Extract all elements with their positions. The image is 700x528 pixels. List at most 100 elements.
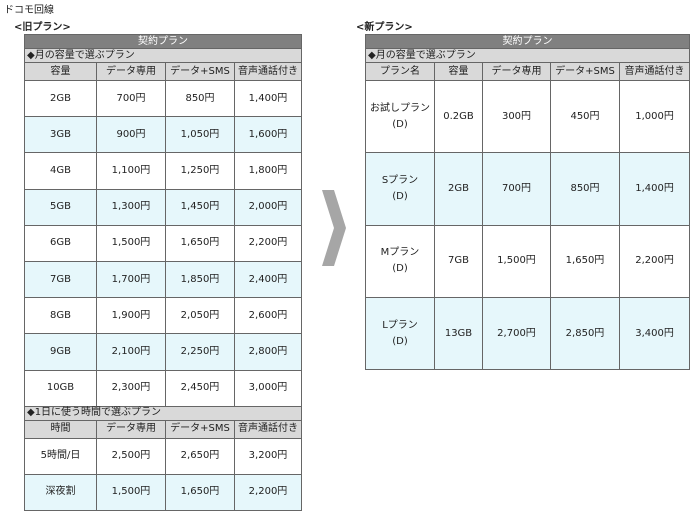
cell: 2,800円 [234,333,302,371]
cell: 1,650円 [165,224,235,262]
old-plan-label: <旧プラン> [14,22,71,33]
column-header: データ専用 [96,62,166,81]
new-plan-table: 契約プラン ◆月の容量で選ぶプラン プラン名 容量 データ専用 データ+SMS 音声通話付き… [364,34,691,371]
column-header: 音声通話付き [234,419,302,439]
cell: 700円 [482,152,551,226]
cell: 2,000円 [234,188,302,226]
cell: 1,300円 [96,188,166,226]
cell: Sプラン (D) [365,152,435,226]
cell: 1,650円 [550,224,620,298]
cell: 2GB [434,152,483,226]
cell: 0.2GB [434,79,483,154]
data-row: お試しプラン (D) 0.2GB 300円 450円 1,000円 [365,79,691,154]
cell: 1,500円 [96,224,166,262]
data-row: 8GB 1,900円 2,050円 2,600円 [24,297,302,335]
cell: お試しプラン (D) [365,79,435,154]
cell: 3GB [24,116,97,154]
cell: 2,300円 [96,369,166,407]
section-title: ◆1日に使う時間で選ぶプラン [24,405,302,421]
cell: 6GB [24,224,97,262]
column-header-row: 時間 データ専用 データ+SMS 音声通話付き [24,419,302,439]
cell: 2,500円 [96,437,166,475]
cell: 1,500円 [482,224,551,298]
cell: 900円 [96,116,166,154]
cell: 2,700円 [482,296,551,371]
data-row: 2GB 700円 850円 1,400円 [24,79,302,118]
data-row: 5GB 1,300円 1,450円 2,000円 [24,188,302,226]
cell: 8GB [24,297,97,335]
cell: 3,400円 [618,296,691,371]
data-row: 7GB 1,700円 1,850円 2,400円 [24,260,302,299]
new-plan-label: <新プラン> [356,22,413,33]
section-title: ◆月の容量で選ぶプラン [364,48,691,63]
table-body: 契約プラン ◆月の容量で選ぶプラン 容量 データ専用 データ+SMS 音声通話付き 2GB 7… [24,34,302,512]
arrow-shape [322,190,346,266]
cell: 13GB [434,296,483,371]
cell: 1,050円 [165,116,235,154]
cell-line: (D) [392,263,408,275]
column-header-row: 容量 データ専用 データ+SMS 音声通話付き [24,62,302,81]
cell: 10GB [24,369,97,407]
column-header: データ専用 [482,62,551,81]
cell: 1,900円 [96,297,166,335]
cell: 9GB [24,333,97,371]
section-row: ◆1日に使う時間で選ぶプラン [24,405,302,421]
column-header: 容量 [24,62,97,81]
data-row: 3GB 900円 1,050円 1,600円 [24,116,302,154]
data-row: 6GB 1,500円 1,650円 2,200円 [24,224,302,262]
cell-line: お試しプラン [370,102,430,114]
cell: 5GB [24,188,97,226]
old-plan-table: 契約プラン ◆月の容量で選ぶプラン 容量 データ専用 データ+SMS 音声通話付き 2GB 7… [24,34,302,512]
cell: Mプラン (D) [365,224,435,298]
cell-line: (D) [392,118,408,130]
cell: 深夜割 [24,473,97,512]
data-row: Sプラン (D) 2GB 700円 850円 1,400円 [365,152,691,226]
column-header: プラン名 [365,62,435,81]
data-row: Lプラン (D) 13GB 2,700円 2,850円 3,400円 [365,296,691,371]
header-row: 契約プラン [24,34,302,49]
arrow [322,190,346,266]
data-row: 10GB 2,300円 2,450円 3,000円 [24,369,302,407]
cell: 700円 [96,79,166,118]
cell-line: (D) [392,190,408,202]
cell: 2,400円 [234,260,302,299]
data-row: 深夜割 1,500円 1,650円 2,200円 [24,473,302,512]
cell: 1,000円 [618,79,691,154]
section-row: ◆月の容量で選ぶプラン [364,48,691,63]
data-row: 4GB 1,100円 1,250円 1,800円 [24,152,302,190]
section-title: ◆月の容量で選ぶプラン [24,48,302,63]
cell: 1,700円 [96,260,166,299]
data-row: 9GB 2,100円 2,250円 2,800円 [24,333,302,371]
column-header: 時間 [24,419,97,439]
cell: 1,500円 [96,473,166,512]
cell: 1,600円 [234,116,302,154]
cell: 1,650円 [165,473,235,512]
column-header: データ+SMS [165,62,235,81]
header-row: 契約プラン [364,34,691,49]
cell: 5時間/日 [24,437,97,475]
column-header: 音声通話付き [618,62,691,81]
cell: 2GB [24,79,97,118]
cell: 2,200円 [618,224,691,298]
cell: 7GB [24,260,97,299]
cell: 2,650円 [165,437,235,475]
cell: 3,200円 [234,437,302,475]
cell: 850円 [165,79,235,118]
cell: 2,100円 [96,333,166,371]
column-header: 音声通話付き [234,62,302,81]
cell: 2,450円 [165,369,235,407]
column-header-row: プラン名 容量 データ専用 データ+SMS 音声通話付き [365,62,691,81]
cell: 2,250円 [165,333,235,371]
cell: 450円 [550,79,620,154]
column-header: データ+SMS [550,62,620,81]
cell: 2,200円 [234,473,302,512]
cell: 850円 [550,152,620,226]
column-header: データ+SMS [165,419,235,439]
data-row: Mプラン (D) 7GB 1,500円 1,650円 2,200円 [365,224,691,298]
cell: 3,000円 [234,369,302,407]
table-header: 契約プラン [364,34,691,49]
cell: 1,400円 [234,79,302,118]
cell: 1,400円 [618,152,691,226]
cell: 2,200円 [234,224,302,262]
